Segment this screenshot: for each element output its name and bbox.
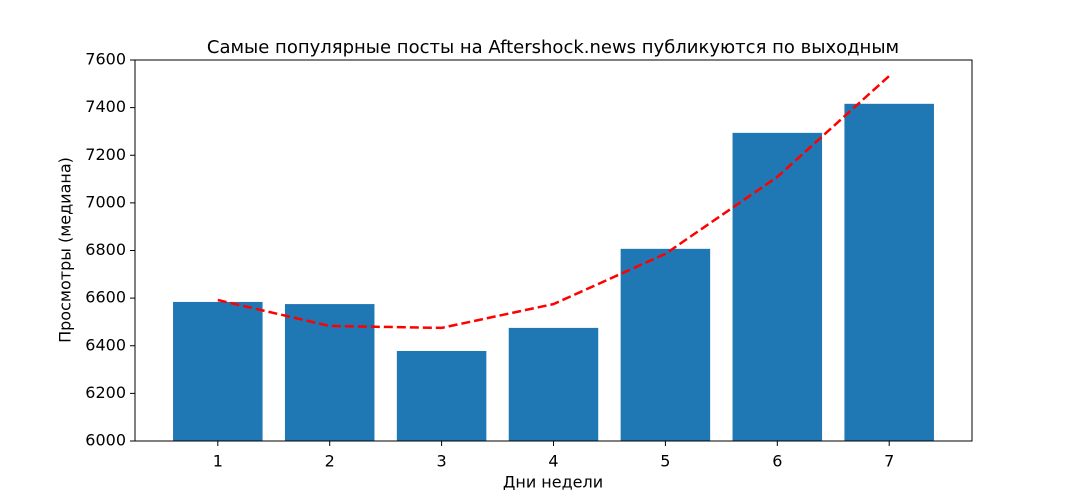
- y-tick-label: 6200: [85, 383, 126, 402]
- y-tick-label: 6400: [85, 335, 126, 354]
- chart-title: Самые популярные посты на Aftershock.new…: [207, 37, 899, 58]
- x-tick-label: 2: [325, 452, 335, 471]
- trend-line: [217, 75, 891, 330]
- x-tick-label: 3: [437, 452, 447, 471]
- x-tick-label: 6: [772, 452, 782, 471]
- bar: [508, 327, 599, 441]
- x-tick-label: 7: [884, 452, 894, 471]
- y-tick-label: 6000: [85, 431, 126, 450]
- y-tick-label: 7600: [85, 50, 126, 69]
- x-tick-label: 1: [213, 452, 223, 471]
- y-tick-label: 7400: [85, 97, 126, 116]
- y-tick-label: 7000: [85, 192, 126, 211]
- bar: [732, 132, 823, 441]
- axes-frame: [134, 59, 973, 442]
- y-axis-label: Просмотры (медиана): [56, 157, 75, 343]
- bar: [620, 248, 711, 441]
- x-tick-label: 4: [548, 452, 558, 471]
- x-axis-label: Дни недели: [503, 473, 603, 492]
- bar: [284, 304, 375, 441]
- bar: [844, 103, 934, 441]
- y-tick-label: 6600: [85, 288, 126, 307]
- y-tick-label: 7200: [85, 145, 126, 164]
- x-tick-label: 5: [660, 452, 670, 471]
- bar: [396, 350, 487, 441]
- y-tick-label: 6800: [85, 240, 126, 259]
- bar: [173, 301, 263, 441]
